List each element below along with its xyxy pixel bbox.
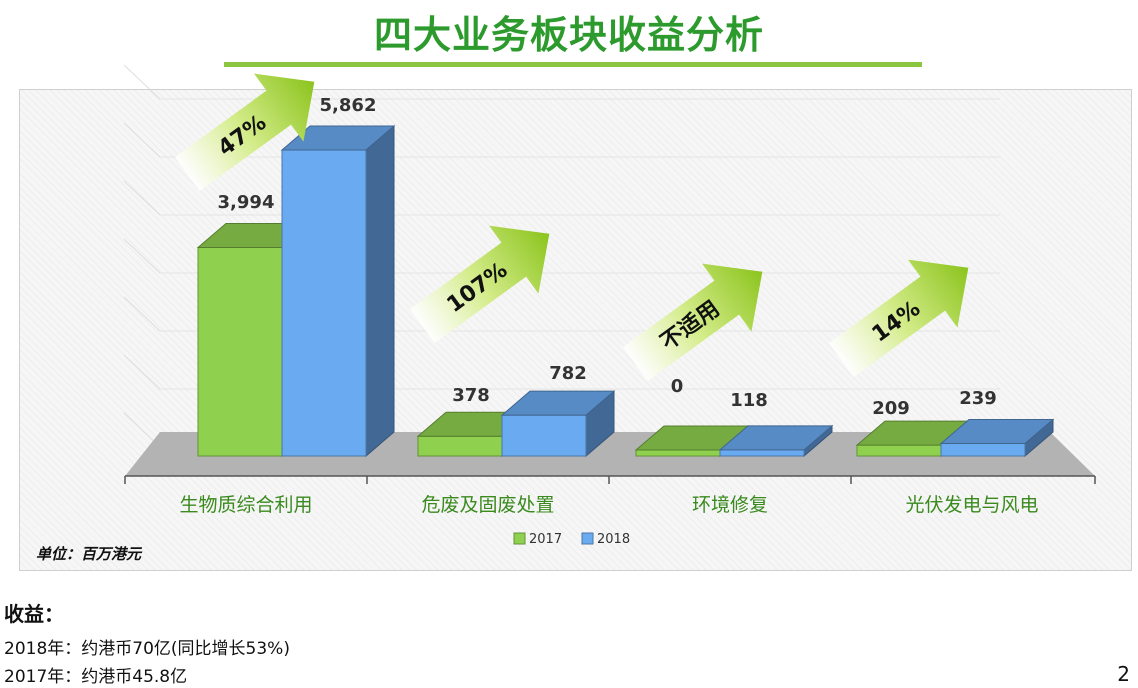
growth-arrow-shape-3 [828,259,969,378]
data-label-2017-3: 209 [872,398,910,419]
growth-arrows-layer: 47%107%不适用 14% [174,73,969,382]
bar-2018-0-front [281,149,367,457]
bar-2018-1 [500,390,616,458]
bar-2017-2-front [635,449,721,457]
legend: 2017 2018 [513,532,630,547]
data-label-2017-0: 3,994 [218,192,275,213]
title-underline [224,62,922,67]
gridline-depth [123,238,161,274]
bar-2018-2 [718,424,834,458]
growth-arrow-shape-0 [174,73,315,192]
bar-2018-0 [280,124,396,458]
bar-2017-1-front [417,435,503,457]
bar-2018-2-top [718,425,834,451]
gridline-depth [123,122,161,158]
gridline-depth [123,354,161,390]
bar-2018-2-front [719,449,805,457]
data-label-2017-1: 378 [452,385,490,406]
revenue-heading: 收益： [4,602,64,626]
bar-2018-3 [939,418,1055,458]
labels-layer: 3,994 5,862 378 782 0 118 209 239 生物质综合利用 危废及固废处置… [179,95,1038,516]
gridline-depth [123,296,161,332]
bar-2018-3-front [940,443,1026,457]
revenue-line-2018: 2018年：约港币70亿(同比增长53%) [4,639,290,659]
category-label-3: 光伏发电与风电 [905,494,1038,516]
category-label-1: 危废及固废处置 [421,494,554,516]
data-label-2017-2: 0 [671,376,684,397]
unit-note: 单位：百万港元 [36,545,142,563]
data-label-2018-1: 782 [549,363,587,384]
bar-2018-3-top [939,419,1055,445]
bars-layer [196,124,1055,458]
legend-label-0: 2017 [529,532,562,547]
growth-arrow-shape-2 [622,263,763,382]
revenue-line-2017: 2017年：约港币45.8亿 [4,667,188,687]
page-number: 2 [1117,662,1130,686]
gridline-depth [123,64,161,100]
gridline-depth [123,180,161,216]
page-title: 四大业务板块收益分析 [373,13,764,57]
category-label-2: 环境修复 [692,494,768,516]
data-label-2018-3: 239 [959,388,997,409]
data-label-2018-0: 5,862 [320,95,377,116]
bar-2018-1-front [501,414,587,457]
legend-swatch-1 [581,532,594,545]
legend-label-1: 2018 [597,532,630,547]
category-label-0: 生物质综合利用 [179,494,312,516]
bar-2017-3-front [856,444,942,457]
legend-swatch-0 [513,532,526,545]
growth-arrow-1: 107% [409,225,550,344]
growth-arrow-shape-1 [409,225,550,344]
bar-2018-0-side [365,124,395,458]
data-label-2018-2: 118 [730,390,768,411]
growth-arrow-3: 14% [828,259,969,378]
bar-2018-1-top [500,390,616,416]
growth-arrow-2: 不适用 [622,263,763,382]
bar-2017-0-front [197,247,283,457]
